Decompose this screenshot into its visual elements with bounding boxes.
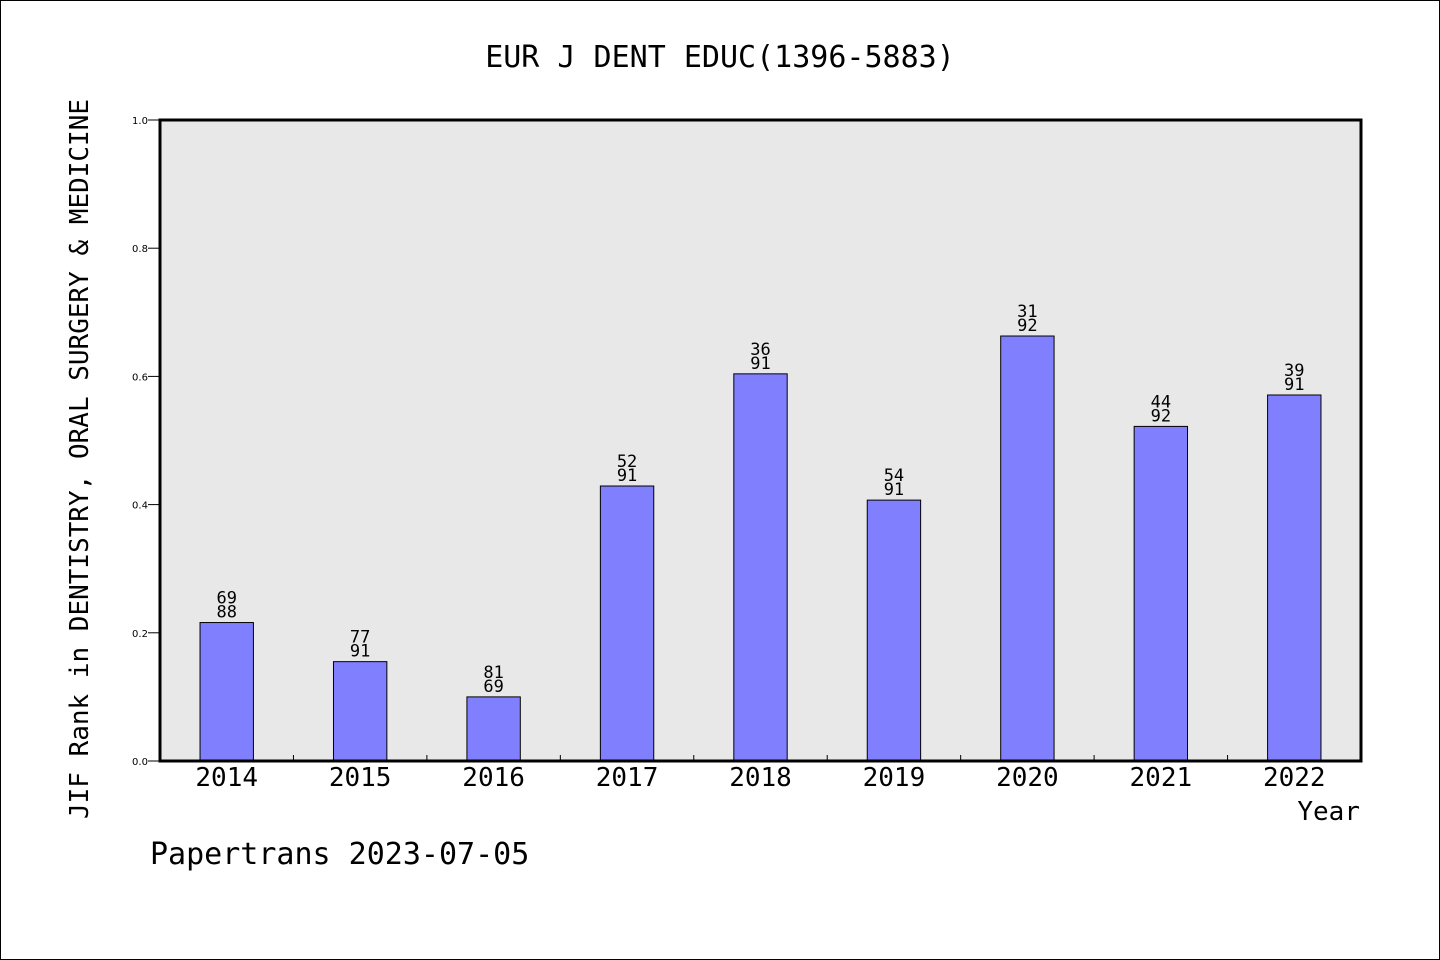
y-tick-label: 1.0 [132,116,148,127]
y-tick-label: 0.8 [132,244,148,255]
x-tick-label: 2015 [329,763,392,793]
bar-label-bottom-2022: 91 [1284,375,1304,395]
y-tick-label: 0.2 [132,629,148,640]
x-tick-label: 2017 [596,763,659,793]
bar-label-bottom-2018: 91 [750,354,770,374]
x-tick-label: 2019 [863,763,926,793]
chart-title: EUR J DENT EDUC(1396-5883) [485,40,955,75]
bar-label-top-2016: 81 [483,663,503,683]
x-tick-label: 2014 [195,763,258,793]
bar-label-bottom-2016: 69 [483,677,503,697]
y-axis-ticks: 0.0 0.2 0.4 0.6 0.8 1.0 [132,116,160,768]
bar-2020 [1000,335,1055,762]
bar-2021 [1133,425,1189,762]
bar-2022 [1267,394,1322,762]
bar-label-bottom-2015: 91 [350,642,370,662]
bar-label-top-2014: 69 [216,589,236,609]
bar-label-top-2015: 77 [350,628,370,648]
y-tick-label: 0.4 [132,501,148,512]
bar-2015 [332,661,388,762]
bar-label-bottom-2017: 91 [617,466,637,486]
bar-label-top-2017: 52 [617,452,637,472]
bar-label-top-2019: 54 [884,466,904,486]
x-tick-label: 2021 [1130,763,1193,793]
x-tick-label: 2018 [729,763,792,793]
bar-2014 [199,622,254,762]
y-tick-label: 0.6 [132,372,148,383]
bar-label-bottom-2021: 92 [1151,406,1171,426]
bar-label-top-2021: 44 [1151,392,1171,412]
bar-label-bottom-2019: 91 [884,480,904,500]
y-axis-label: JIF Rank in DENTISTRY, ORAL SURGERY & ME… [65,99,95,819]
x-tick-label: 2020 [996,763,1059,793]
bar-2019 [866,499,922,762]
x-tick-label: 2022 [1263,763,1326,793]
bar-label-top-2018: 36 [750,340,770,360]
bar-label-top-2020: 31 [1017,302,1037,322]
bar-label-bottom-2020: 92 [1017,316,1037,336]
x-axis-label: Year [1297,797,1360,827]
bar-label-bottom-2014: 88 [216,603,236,623]
bar-2017 [599,485,655,762]
x-tick-label: 2016 [462,763,525,793]
bar-2016 [466,696,521,762]
bar-label-top-2022: 39 [1284,361,1304,381]
x-axis-ticks: 2014 2015 2016 2017 2018 2019 2020 2021 2022 [195,755,1326,793]
plot-border [158,118,1363,763]
bar-2018 [733,373,788,762]
y-tick-label: 0.0 [132,757,148,768]
footer-credit: Papertrans 2023-07-05 [150,837,529,872]
